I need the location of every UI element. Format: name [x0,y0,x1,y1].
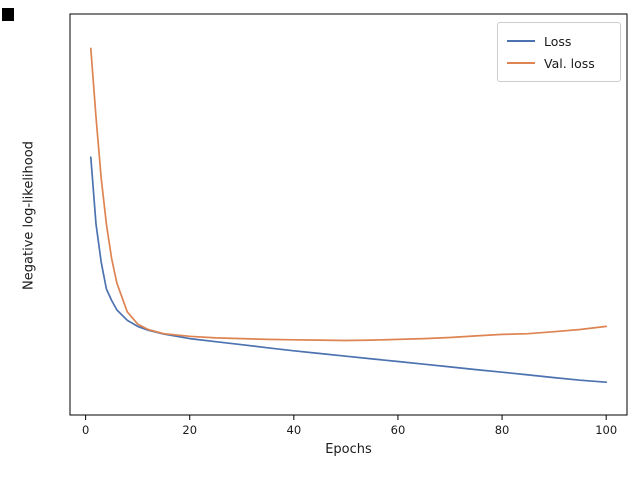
series-line-val-loss [89,47,608,342]
legend-entry-loss: Loss [507,30,610,52]
legend-label-loss: Loss [544,33,572,49]
y-axis-label: Negative log-likelihood [21,141,37,290]
legend-label-val-loss: Val. loss [544,55,595,71]
x-tick-label: 80 [495,423,510,437]
x-tick-label: 20 [182,423,197,437]
legend-entry-val-loss: Val. loss [507,52,610,74]
x-tick-label: 100 [595,423,617,437]
val-loss-line-swatch [507,62,535,64]
axes-box [69,13,628,416]
screen-artifact [2,8,14,21]
loss-line-swatch [507,40,535,42]
x-tick-label: 40 [287,423,302,437]
x-tick-label: 60 [391,423,406,437]
series-line-loss [89,156,608,384]
legend: Loss Val. loss [497,22,621,82]
x-tick-label: 0 [82,423,89,437]
x-axis-label: Epochs [325,442,372,457]
